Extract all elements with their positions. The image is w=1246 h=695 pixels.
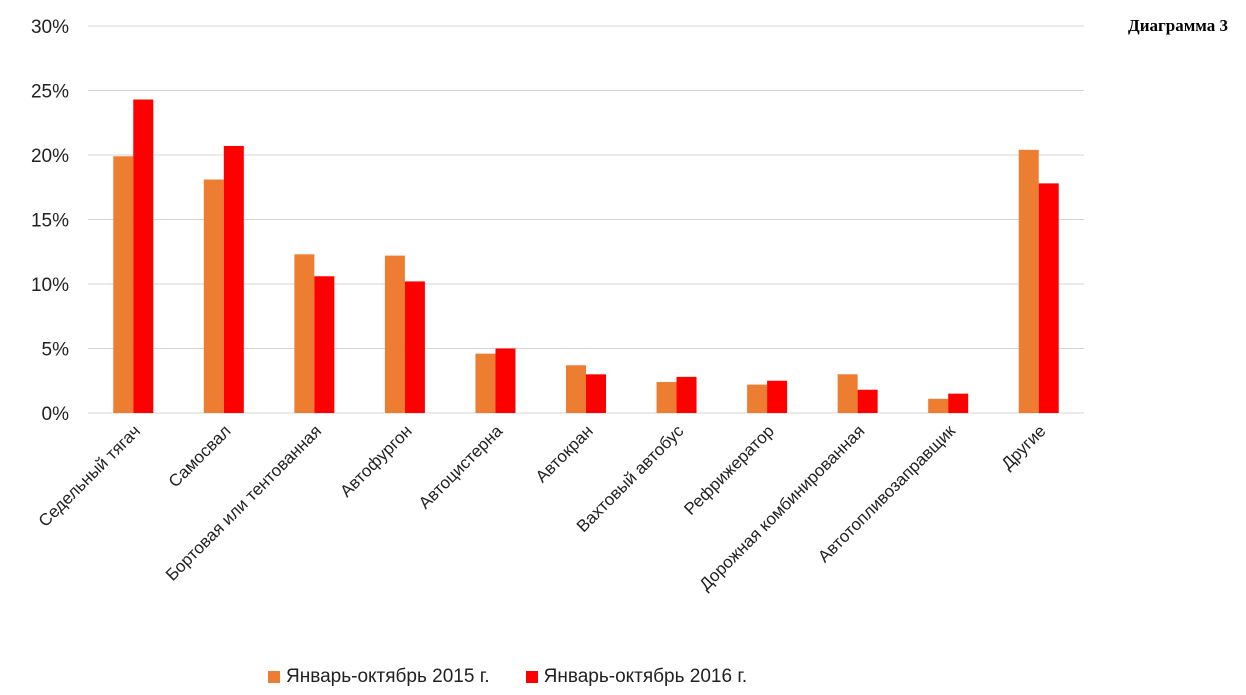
bar-2015 <box>656 382 677 413</box>
category-label: Другие <box>998 421 1050 473</box>
bar-2015 <box>113 156 134 414</box>
bar-2015 <box>475 353 496 413</box>
bar-2015 <box>837 374 858 413</box>
bar-2016 <box>314 276 335 413</box>
y-tick-label: 0% <box>42 404 70 425</box>
y-tick-label: 5% <box>42 340 70 361</box>
y-tick-label: 20% <box>31 146 69 167</box>
bar-2016 <box>948 393 969 413</box>
y-tick-label: 30% <box>31 17 69 38</box>
category-label: Автофургон <box>336 421 415 500</box>
category-label: Бортовая или тентованная <box>162 421 325 584</box>
bar-2016 <box>857 389 878 413</box>
bar-2015 <box>928 398 949 413</box>
chart-legend: Январь-октябрь 2015 г. Январь-октябрь 20… <box>268 666 783 688</box>
legend-swatch-2015 <box>268 671 280 683</box>
category-label: Автокран <box>532 421 597 486</box>
y-tick-label: 25% <box>31 82 69 103</box>
bar-2016 <box>495 348 516 413</box>
legend-label-2015: Январь-октябрь 2015 г. <box>286 666 490 687</box>
legend-item-2016: Январь-октябрь 2016 г. <box>525 666 748 688</box>
bar-2016 <box>404 281 425 413</box>
bar-2015 <box>1018 149 1039 413</box>
category-label: Рефрижератор <box>680 421 777 518</box>
bar-2015 <box>384 255 405 413</box>
y-tick-label: 15% <box>31 211 69 232</box>
category-label: Седельный тягач <box>35 421 144 530</box>
category-label: Самосвал <box>165 421 235 491</box>
y-tick-label: 10% <box>31 275 69 296</box>
category-label: Автоцистерна <box>415 421 507 513</box>
bar-2016 <box>223 145 244 413</box>
bar-2016 <box>767 380 788 413</box>
bar-2016 <box>133 99 154 413</box>
bar-2016 <box>676 376 697 413</box>
bar-2015 <box>566 365 586 413</box>
category-label: Дорожная комбинированная <box>696 421 869 594</box>
legend-label-2016: Январь-октябрь 2016 г. <box>543 666 748 687</box>
legend-swatch-2016 <box>525 671 538 683</box>
bar-2016 <box>586 374 606 413</box>
bar-2016 <box>1038 183 1059 413</box>
diagram-heading: Диаграмма 3 <box>1128 16 1228 35</box>
bar-2015 <box>203 179 224 413</box>
bar-2015 <box>747 384 768 413</box>
legend-item-2015: Январь-октябрь 2015 г. <box>268 666 490 688</box>
bar-2015 <box>294 254 315 413</box>
